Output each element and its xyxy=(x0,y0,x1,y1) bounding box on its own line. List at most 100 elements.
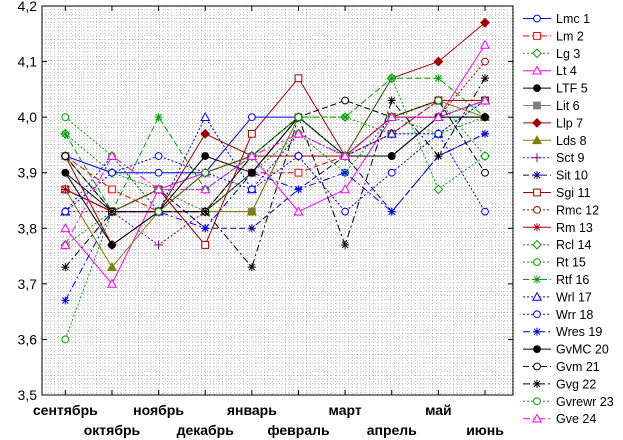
x-tick-label: апрель xyxy=(367,422,417,438)
x-tick-label: май xyxy=(425,402,452,418)
legend-item: Sit 10 xyxy=(523,169,588,183)
data-point xyxy=(200,184,211,194)
legend-item: Gve 24 xyxy=(523,412,596,426)
legend-marker xyxy=(531,65,543,75)
data-point xyxy=(387,74,396,83)
y-tick-label: 3,9 xyxy=(18,165,38,181)
legend-marker xyxy=(533,397,541,406)
data-point xyxy=(479,39,491,49)
legend-marker xyxy=(533,223,541,232)
axes: 3,5 3,6 3,7 3,8 3,9 4,0 4,1 4,2 сентябрь октябрь н… xyxy=(18,0,514,438)
legend-item: Gvm 21 xyxy=(523,360,600,374)
legend-label: Gvm 21 xyxy=(556,360,600,374)
legend-item: Lm 2 xyxy=(523,29,584,43)
legend-label: Lm 2 xyxy=(556,29,584,43)
legend-label: Wrr 18 xyxy=(556,308,593,322)
y-tick-label: 4,0 xyxy=(18,109,38,125)
data-point xyxy=(341,96,350,105)
plot-frame xyxy=(41,5,514,396)
data-point xyxy=(106,278,118,288)
plot-background xyxy=(42,6,513,395)
legend-item: Lmc 1 xyxy=(523,12,590,26)
legend-item: Sgi 11 xyxy=(523,186,591,200)
data-point xyxy=(247,129,256,138)
legend-label: Lg 3 xyxy=(556,47,580,61)
data-point xyxy=(108,241,116,249)
data-point xyxy=(387,168,396,177)
legend-label: Wres 19 xyxy=(556,325,602,339)
data-point xyxy=(293,128,304,138)
legend-item: Gvrewr 23 xyxy=(523,395,614,409)
data-point xyxy=(387,96,396,105)
data-point xyxy=(386,128,397,138)
legend-label: LTF 5 xyxy=(556,82,588,96)
x-tick-label: март xyxy=(329,402,362,418)
legend-label: Sit 10 xyxy=(556,169,588,183)
legend-item: Rcl 14 xyxy=(523,238,591,252)
data-point xyxy=(481,129,490,138)
legend-item: LTF 5 xyxy=(523,82,588,96)
legend-item: Rm 13 xyxy=(523,221,593,235)
data-point xyxy=(481,152,489,160)
legend-item: Lt 4 xyxy=(523,64,577,78)
legend-item: Wres 19 xyxy=(523,325,602,339)
legend-marker xyxy=(531,291,543,301)
data-point xyxy=(480,17,490,28)
series-layer xyxy=(60,17,491,344)
legend-marker xyxy=(533,188,541,197)
y-tick-label: 3,6 xyxy=(18,331,38,347)
x-tick-label: декабрь xyxy=(177,422,235,438)
series-line xyxy=(64,100,486,340)
legend-label: Llp 7 xyxy=(556,116,583,130)
data-point xyxy=(247,113,256,122)
data-point xyxy=(154,168,163,177)
legend-label: Gvrewr 23 xyxy=(556,395,614,409)
data-point xyxy=(434,74,443,83)
data-point xyxy=(154,152,163,160)
legend-label: Sgi 11 xyxy=(556,186,591,200)
legend-label: GvMC 20 xyxy=(556,343,609,357)
legend-item: Wrr 18 xyxy=(523,308,593,322)
legend-label: Rt 15 xyxy=(556,256,586,270)
data-point xyxy=(246,206,257,216)
legend-label: Rm 13 xyxy=(556,221,593,235)
data-point xyxy=(61,129,70,138)
data-point xyxy=(341,207,350,216)
data-point xyxy=(434,129,443,138)
legend: Lmc 1 Lm 2 Lg 3 Lt 4 LTF 5 Lit 6 Llp 7 Lds 8 Sct… xyxy=(521,6,621,436)
data-point xyxy=(481,74,490,83)
data-point xyxy=(60,239,71,249)
series-line xyxy=(64,77,486,269)
legend-marker xyxy=(532,48,542,59)
data-point xyxy=(247,168,256,177)
data-point xyxy=(481,168,489,177)
legend-marker xyxy=(533,327,541,336)
y-tick-label: 4,2 xyxy=(18,0,38,14)
data-point xyxy=(294,113,303,122)
y-tick-label: 4,1 xyxy=(18,54,38,70)
data-point xyxy=(201,224,210,233)
data-point xyxy=(200,128,211,139)
data-point xyxy=(201,152,210,160)
data-point xyxy=(61,168,70,177)
data-point xyxy=(294,168,303,177)
legend-item: Rmc 12 xyxy=(523,203,599,217)
data-point xyxy=(340,184,351,194)
data-point xyxy=(387,207,396,216)
data-point xyxy=(108,185,116,194)
legend-marker xyxy=(533,84,541,92)
legend-label: Lit 6 xyxy=(556,99,580,113)
legend-marker xyxy=(533,14,541,23)
y-tick-label: 3,8 xyxy=(18,220,38,236)
data-point xyxy=(247,263,256,272)
data-point xyxy=(434,96,443,105)
x-tick-label: сентябрь xyxy=(33,402,98,418)
legend-marker xyxy=(532,153,542,163)
data-point xyxy=(201,241,210,249)
x-tick-label: ноябрь xyxy=(133,402,184,418)
data-point xyxy=(341,240,350,249)
data-point xyxy=(294,185,303,194)
legend-item: Sct 9 xyxy=(523,151,585,165)
data-point xyxy=(341,168,350,177)
